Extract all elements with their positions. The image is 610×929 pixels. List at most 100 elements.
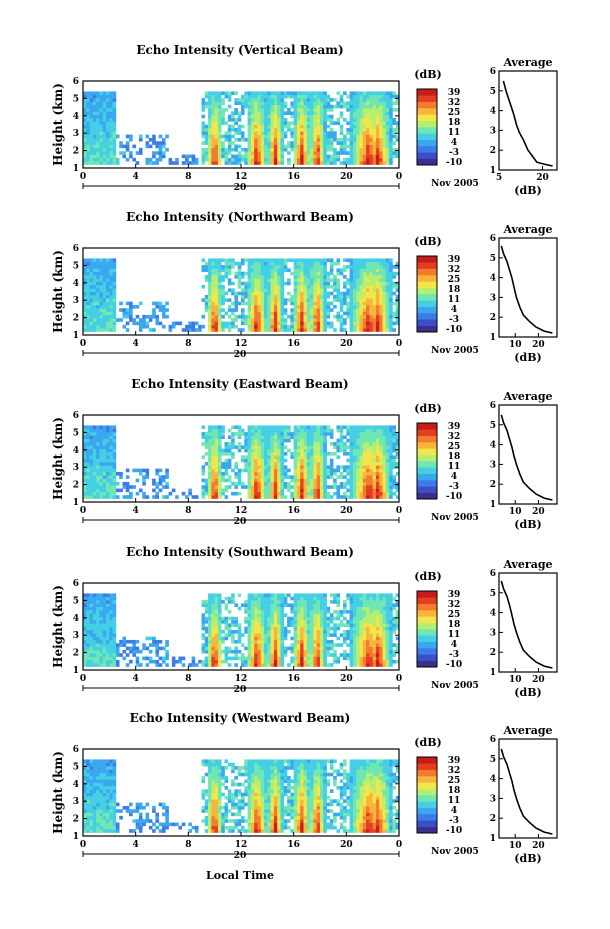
heatmap-cell [369,442,373,446]
heatmap-cell [260,455,265,459]
heatmap-cell [306,488,311,493]
heatmap-cell [303,137,308,142]
heatmap-cell [204,304,209,309]
heatmap-cell [372,271,377,276]
heatmap-cell [211,606,215,611]
heatmap-cell [326,432,331,436]
heatmap-cell [323,104,327,109]
heatmap-cell [109,465,113,469]
heatmap-cell [392,432,397,436]
heatmap-cell [320,304,324,309]
heatmap-cell [250,298,255,302]
heatmap-cell [310,294,314,299]
heatmap-cell [264,491,268,496]
heatmap-cell [119,318,123,322]
heatmap-cell [250,485,255,489]
heatmap-cell [280,134,285,139]
heatmap-cell [250,488,255,493]
heatmap-cell [102,118,107,122]
heatmap-cell [375,314,380,319]
heatmap-cell [379,311,383,316]
heatmap-cell [234,649,239,654]
heatmap-cell [349,261,354,266]
heatmap-cell [83,147,87,152]
heatmap-cell [359,468,364,473]
heatmap-cell [83,593,87,598]
heatmap-cell [273,278,278,282]
heatmap-cell [366,285,370,289]
heatmap-cell [382,425,387,430]
heatmap-cell [389,321,393,326]
heatmap-cell [106,94,110,99]
heatmap-cell [273,127,278,132]
heatmap-cell [214,311,219,316]
heatmap-cell [132,468,136,473]
heatmap-cell [217,121,222,125]
heatmap-cell [333,137,337,142]
heatmap-cell [208,481,212,486]
heatmap-cell [270,471,275,476]
heatmap-cell [152,137,156,142]
heatmap-cell [352,141,357,145]
heatmap-cell [112,308,117,312]
heatmap-cell [155,161,160,165]
heatmap-cell [379,144,383,149]
heatmap-cell [352,425,357,430]
heatmap-cell [234,425,239,430]
heatmap-cell [89,471,94,476]
heatmap-cell [227,663,232,667]
heatmap-cell [339,104,344,109]
heatmap-cell [326,475,331,479]
heatmap-cell [352,127,357,132]
heatmap-cell [296,311,301,316]
heatmap-cell [366,131,370,135]
heatmap-cell [280,321,285,326]
heatmap-cell [310,328,314,332]
heatmap-cell [92,458,97,463]
heatmap-cell [316,488,321,493]
heatmap-cell [352,298,357,302]
heatmap-cell [112,600,117,604]
heatmap-cell [356,271,360,276]
heatmap-cell [234,294,239,299]
heatmap-cell [346,131,350,135]
heatmap-cell [208,663,212,667]
heatmap-cell [227,268,232,273]
heatmap-cell [254,458,258,463]
heatmap-cell [162,308,166,312]
heatmap-cell [264,291,268,296]
heatmap-cell [339,328,344,332]
heatmap-cell [303,435,308,440]
heatmap-cell [320,157,324,162]
heatmap-cell [320,94,324,99]
heatmap-cell [99,636,104,641]
heatmap-cell [362,448,367,453]
heatmap-cell [260,491,265,496]
heatmap-cell [375,271,380,276]
heatmap-cell [273,104,278,109]
profile-x-tick-label: 20 [532,340,545,350]
heatmap-cell [112,278,117,282]
heatmap-cell [264,108,268,112]
colorbar-swatch [417,133,437,140]
heatmap-cell [168,491,173,496]
heatmap-cell [356,481,360,486]
heatmap-cell [204,639,209,644]
heatmap-cell [359,94,364,99]
heatmap-cell [99,643,104,647]
heatmap-cell [260,298,265,302]
heatmap-cell [310,478,314,483]
heatmap-cell [395,311,400,316]
heatmap-cell [346,438,350,443]
heatmap-cell [221,141,225,145]
heatmap-cell [227,442,232,446]
heatmap-cell [385,288,390,292]
heatmap-cell [227,137,232,142]
heatmap-cell [395,121,400,125]
heatmap-cell [109,131,113,135]
heatmap-cell [349,321,354,326]
heatmap-cell [264,94,268,99]
heatmap-cell [247,154,252,159]
heatmap-cell [375,127,380,132]
heatmap-cell [102,271,107,276]
